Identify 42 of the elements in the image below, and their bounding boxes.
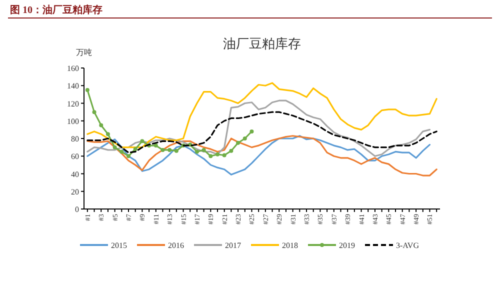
point: [140, 139, 144, 144]
y-axis-title: 万吨: [76, 48, 92, 57]
point: [216, 152, 220, 156]
point: [85, 88, 90, 92]
point: [242, 136, 247, 140]
point: [208, 154, 213, 158]
y-tick-label: 20: [71, 187, 79, 196]
point: [92, 110, 96, 114]
point: [154, 144, 158, 148]
y-tick-label: 140: [67, 82, 79, 91]
point: [133, 147, 138, 152]
point: [236, 140, 240, 145]
legend-label: 2016: [168, 241, 184, 250]
point: [112, 145, 117, 150]
y-tick-label: 0: [75, 205, 79, 214]
legend-label: 2015: [111, 241, 127, 250]
y-tick-label: 100: [67, 116, 79, 126]
point: [194, 150, 199, 154]
point: [120, 150, 124, 154]
legend-label: 3-AVG: [396, 241, 420, 250]
point: [222, 153, 226, 158]
point: [174, 148, 178, 153]
legend-label: 2017: [225, 241, 241, 250]
chart-title: 图 10：油厂豆粕库存: [10, 4, 102, 16]
y-tick-label: 80: [71, 134, 79, 144]
legend-label: 2018: [282, 241, 298, 250]
y-tick-label: 120: [67, 99, 79, 108]
line-series: [86, 100, 431, 157]
y-tick-label: 40: [71, 170, 79, 179]
y-tick-label: 60: [71, 152, 79, 162]
point: [202, 148, 206, 152]
legend-label: 2019: [339, 241, 355, 250]
chart-subtitle: 油厂豆粕库存: [223, 36, 301, 51]
y-tick-label: 160: [67, 64, 79, 73]
point: [250, 129, 254, 134]
point: [126, 154, 130, 158]
point: [229, 148, 234, 153]
point: [99, 123, 104, 128]
point: [160, 148, 165, 152]
point: [168, 148, 172, 152]
line-series: [86, 111, 438, 154]
point: [106, 132, 110, 136]
